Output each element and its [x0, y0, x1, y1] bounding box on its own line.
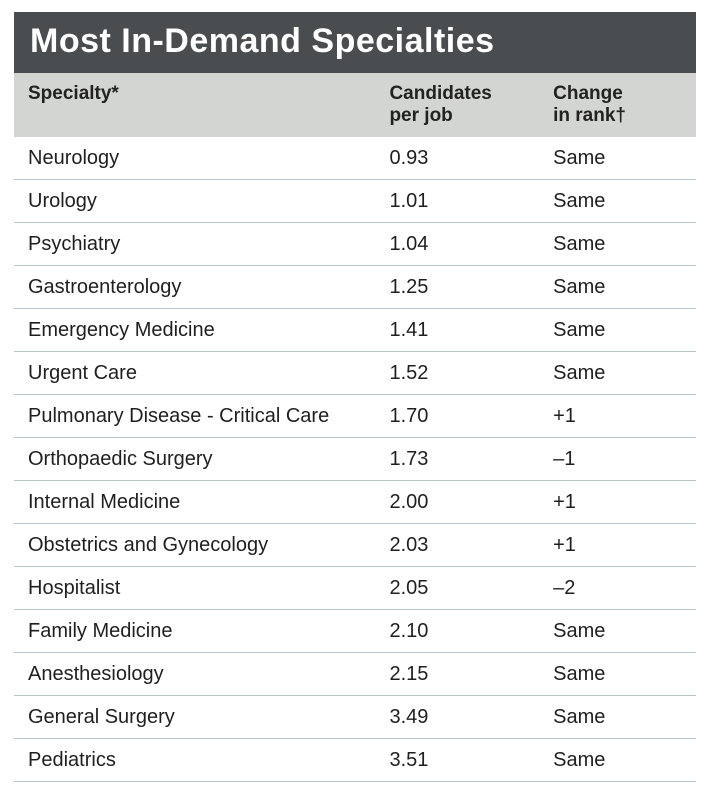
col-header-label: Candidates — [389, 83, 531, 105]
cell-specialty: Psychiatry — [14, 222, 375, 265]
cell-candidates-per-job: 2.15 — [375, 652, 539, 695]
cell-change-in-rank: –1 — [539, 437, 696, 480]
table-row: Psychiatry1.04Same — [14, 222, 696, 265]
cell-specialty: Family Medicine — [14, 609, 375, 652]
table-row: Anesthesiology2.15Same — [14, 652, 696, 695]
table-row: Emergency Medicine1.41Same — [14, 308, 696, 351]
table-header-row: Specialty* Candidates per job Change in … — [14, 73, 696, 137]
col-header-candidates: Candidates per job — [375, 73, 539, 137]
cell-specialty: Obstetrics and Gynecology — [14, 523, 375, 566]
cell-candidates-per-job: 1.41 — [375, 308, 539, 351]
table-row: Orthopaedic Surgery1.73–1 — [14, 437, 696, 480]
cell-candidates-per-job: 1.25 — [375, 265, 539, 308]
cell-change-in-rank: Same — [539, 652, 696, 695]
cell-specialty: Pulmonary Disease - Critical Care — [14, 394, 375, 437]
cell-specialty: General Surgery — [14, 695, 375, 738]
cell-change-in-rank: Same — [539, 351, 696, 394]
cell-change-in-rank: +1 — [539, 523, 696, 566]
cell-change-in-rank: Same — [539, 179, 696, 222]
cell-specialty: Urgent Care — [14, 351, 375, 394]
cell-change-in-rank: Same — [539, 265, 696, 308]
cell-change-in-rank: +1 — [539, 480, 696, 523]
cell-specialty: Anesthesiology — [14, 652, 375, 695]
table-row: Obstetrics and Gynecology2.03+1 — [14, 523, 696, 566]
cell-specialty: Emergency Medicine — [14, 308, 375, 351]
cell-specialty: Pediatrics — [14, 738, 375, 781]
table-title: Most In-Demand Specialties — [14, 12, 696, 73]
col-header-change: Change in rank† — [539, 73, 696, 137]
specialties-table: Specialty* Candidates per job Change in … — [14, 73, 696, 782]
table-row: General Surgery3.49Same — [14, 695, 696, 738]
cell-specialty: Orthopaedic Surgery — [14, 437, 375, 480]
cell-change-in-rank: Same — [539, 609, 696, 652]
cell-specialty: Hospitalist — [14, 566, 375, 609]
cell-candidates-per-job: 3.49 — [375, 695, 539, 738]
col-header-specialty: Specialty* — [14, 73, 375, 137]
cell-candidates-per-job: 2.05 — [375, 566, 539, 609]
cell-specialty: Gastroenterology — [14, 265, 375, 308]
table-row: Family Medicine2.10Same — [14, 609, 696, 652]
cell-candidates-per-job: 1.04 — [375, 222, 539, 265]
table-row: Urgent Care1.52Same — [14, 351, 696, 394]
cell-change-in-rank: Same — [539, 308, 696, 351]
cell-change-in-rank: Same — [539, 222, 696, 265]
cell-change-in-rank: Same — [539, 738, 696, 781]
cell-candidates-per-job: 2.03 — [375, 523, 539, 566]
cell-candidates-per-job: 2.00 — [375, 480, 539, 523]
cell-specialty: Urology — [14, 179, 375, 222]
table-row: Urology1.01Same — [14, 179, 696, 222]
col-header-label: Specialty* — [28, 83, 367, 105]
cell-specialty: Internal Medicine — [14, 480, 375, 523]
table-row: Hospitalist2.05–2 — [14, 566, 696, 609]
cell-specialty: Neurology — [14, 137, 375, 180]
cell-change-in-rank: Same — [539, 137, 696, 180]
table-body: Neurology0.93SameUrology1.01SamePsychiat… — [14, 137, 696, 782]
cell-candidates-per-job: 1.01 — [375, 179, 539, 222]
col-header-label: per job — [389, 105, 531, 127]
table-container: Most In-Demand Specialties Specialty* Ca… — [0, 0, 710, 802]
cell-candidates-per-job: 1.52 — [375, 351, 539, 394]
cell-change-in-rank: –2 — [539, 566, 696, 609]
table-row: Neurology0.93Same — [14, 137, 696, 180]
table-row: Pediatrics3.51Same — [14, 738, 696, 781]
table-row: Gastroenterology1.25Same — [14, 265, 696, 308]
col-header-label: in rank† — [553, 105, 688, 127]
cell-change-in-rank: +1 — [539, 394, 696, 437]
cell-candidates-per-job: 2.10 — [375, 609, 539, 652]
col-header-label: Change — [553, 83, 688, 105]
cell-candidates-per-job: 3.51 — [375, 738, 539, 781]
cell-candidates-per-job: 1.70 — [375, 394, 539, 437]
cell-candidates-per-job: 1.73 — [375, 437, 539, 480]
cell-candidates-per-job: 0.93 — [375, 137, 539, 180]
table-row: Pulmonary Disease - Critical Care1.70+1 — [14, 394, 696, 437]
table-row: Internal Medicine2.00+1 — [14, 480, 696, 523]
cell-change-in-rank: Same — [539, 695, 696, 738]
